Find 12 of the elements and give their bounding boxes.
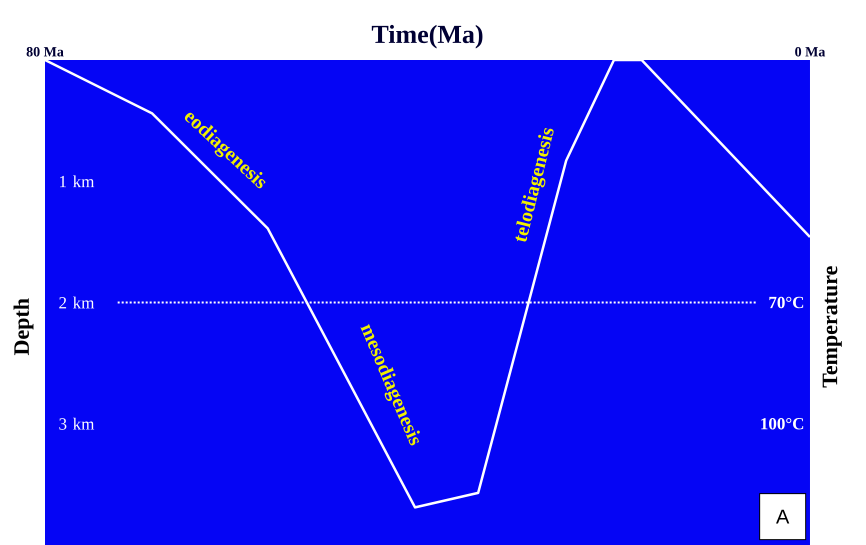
y2-tick-label: 100°C — [761, 418, 804, 430]
annotation: A — [776, 510, 790, 524]
x-tick-label: 80 Ma — [26, 47, 64, 56]
y-axis-title: Depth — [14, 298, 34, 356]
x-tick-label: 0 Ma — [795, 47, 826, 56]
y2-tick-label: 70°C — [769, 296, 804, 308]
y2-axis-title: Temperature — [822, 266, 842, 388]
line-series — [45, 60, 810, 509]
y-tick-label: 3 km — [59, 418, 94, 430]
y-tick-label: 2 km — [59, 296, 94, 308]
x-axis-title: Time(Ma) — [372, 24, 482, 48]
y-tick-label: 1 km — [60, 175, 94, 188]
